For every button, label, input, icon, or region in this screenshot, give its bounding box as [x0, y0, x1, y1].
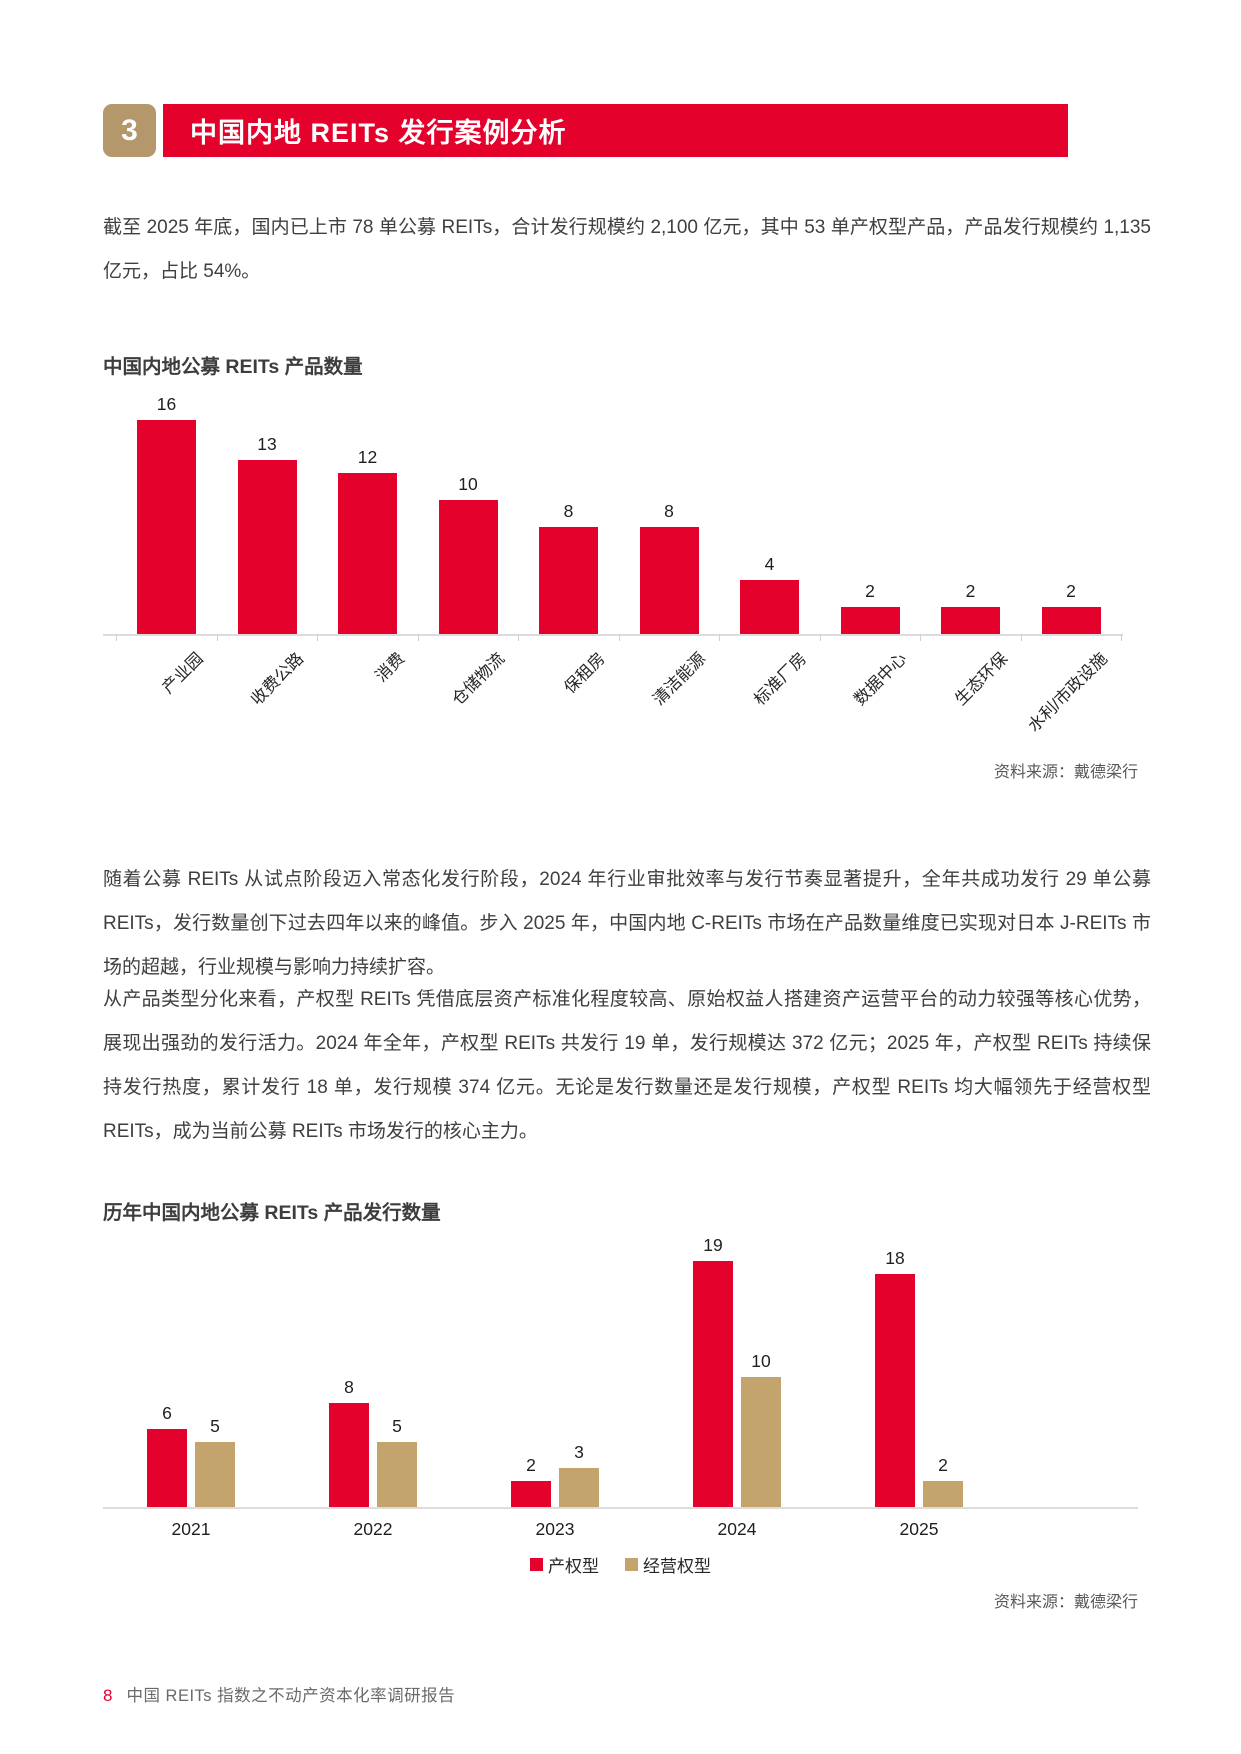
bar-value-label: 3: [574, 1442, 584, 1462]
paragraph-issuance-pace: 随着公募 REITs 从试点阶段迈入常态化发行阶段，2024 年行业审批效率与发…: [103, 869, 1151, 978]
bar-value-label: 5: [392, 1416, 402, 1436]
chart-yearly-issuance: 6 8 2 19 18 5 5 3 10 2 2021 2022 2023 2024 2025: [103, 1228, 1138, 1543]
chart1-source: 资料来源：戴德梁行: [993, 764, 1138, 781]
bar-产权型-2021: [147, 1429, 187, 1507]
bar-保租房: [539, 527, 598, 634]
axis-tick: [819, 634, 821, 641]
bar-水利/市政设施: [1041, 607, 1101, 634]
chart2-source: 资料来源：戴德梁行: [993, 1594, 1138, 1611]
bar-value-label: 16: [156, 394, 177, 414]
chart2-title: 历年中国内地公募 REITs 产品发行数量: [103, 1202, 441, 1224]
bar-value-label: 2: [526, 1455, 536, 1475]
bar-value-label: 18: [885, 1248, 905, 1268]
legend-label: 产权型: [548, 1557, 599, 1576]
bar-经营权型-2021: [195, 1442, 235, 1507]
bar-消费: [338, 473, 397, 634]
page-footer: 8 中国 REITs 指数之不动产资本化率调研报告: [103, 1682, 455, 1706]
legend-item: 经营权型: [625, 1552, 711, 1577]
section-title: 中国内地 REITs 发行案例分析: [190, 118, 567, 148]
section-header: 3 中国内地 REITs 发行案例分析: [103, 104, 1068, 157]
x-axis-label-text: 水利/市政设施: [1025, 649, 1112, 736]
chart-product-count: 16 产业园 13 收费公路 12 消费 10 仓储物流 8 保租房 8 清洁能源 4 标准厂房 2 数据中心…: [103, 385, 1138, 736]
x-axis-label-text: 生态环保: [951, 649, 1011, 709]
bar-经营权型-2022: [377, 1442, 417, 1507]
bar-清洁能源: [639, 527, 699, 634]
bar-仓储物流: [438, 500, 498, 634]
x-axis: [103, 1507, 1138, 1509]
bar-value-label: 2: [865, 581, 875, 601]
footer-title: 中国 REITs 指数之不动产资本化率调研报告: [126, 1687, 456, 1705]
legend-swatch: [625, 1558, 638, 1571]
axis-tick: [1121, 634, 1122, 641]
section-number-badge: 3: [103, 104, 156, 157]
bar-经营权型-2023: [559, 1468, 599, 1507]
bar-产权型-2024: [693, 1261, 733, 1507]
page-number: 8: [103, 1686, 113, 1705]
chart2-legend: 产权型 经营权型: [103, 1552, 1138, 1577]
axis-tick: [719, 634, 720, 641]
intro-paragraph: 截至 2025 年底，国内已上市 78 单公募 REITs，合计发行规模约 2,…: [103, 217, 1151, 282]
x-axis-label: 2022: [353, 1519, 393, 1539]
bar-value-label: 8: [344, 1377, 354, 1397]
x-axis-label: 2024: [717, 1519, 757, 1539]
bar-经营权型-2024: [741, 1377, 781, 1507]
x-axis: [103, 634, 1123, 636]
bar-value-label: 10: [751, 1351, 771, 1371]
x-axis-label: 2025: [899, 1519, 939, 1539]
bar-value-label: 19: [703, 1235, 723, 1255]
x-axis-label-text: 产业园: [159, 649, 207, 698]
x-axis-label: 2021: [171, 1519, 211, 1539]
bar-value-label: 2: [1066, 581, 1076, 601]
x-axis-label-text: 仓储物流: [448, 649, 509, 709]
axis-tick: [1020, 634, 1022, 641]
chart1-title: 中国内地公募 REITs 产品数量: [103, 356, 363, 378]
x-axis-label-text: 保租房: [561, 649, 609, 698]
bar-value-label: 2: [938, 1455, 948, 1475]
bar-标准厂房: [740, 580, 799, 634]
bar-value-label: 6: [162, 1403, 172, 1423]
bar-产权型-2023: [511, 1481, 551, 1507]
axis-tick: [116, 634, 117, 641]
x-axis-label-text: 收费公路: [247, 649, 308, 709]
axis-tick: [518, 634, 519, 641]
bar-value-label: 10: [458, 474, 478, 494]
x-axis-label: 2023: [535, 1519, 575, 1539]
bar-value-label: 13: [257, 434, 277, 454]
bar-value-label: 8: [563, 501, 574, 521]
bar-经营权型-2025: [923, 1481, 963, 1507]
bar-value-label: 2: [965, 581, 976, 601]
axis-tick: [618, 634, 620, 641]
legend-swatch: [530, 1558, 543, 1571]
axis-tick: [216, 634, 218, 641]
legend-label: 经营权型: [643, 1557, 711, 1576]
axis-tick: [920, 634, 921, 641]
bar-产业园: [137, 420, 196, 634]
bar-生态环保: [941, 607, 1000, 634]
bar-产权型-2022: [329, 1403, 369, 1507]
x-axis-label-text: 标准厂房: [750, 649, 810, 709]
section-number: 3: [121, 113, 138, 147]
section-title-bar: 中国内地 REITs 发行案例分析: [163, 104, 1068, 157]
x-axis-label-text: 数据中心: [850, 649, 911, 709]
axis-tick: [417, 634, 419, 641]
bar-value-label: 5: [210, 1416, 220, 1436]
bar-数据中心: [840, 607, 900, 634]
bar-value-label: 8: [664, 501, 674, 521]
axis-tick: [317, 634, 318, 641]
bar-产权型-2025: [875, 1274, 915, 1507]
bar-value-label: 12: [357, 447, 378, 467]
bar-收费公路: [237, 460, 297, 634]
paragraph-product-type: 从产品类型分化来看，产权型 REITs 凭借底层资产标准化程度较高、原始权益人搭…: [103, 989, 1151, 1142]
bar-value-label: 4: [764, 554, 775, 574]
legend-item: 产权型: [530, 1552, 599, 1577]
x-axis-label-text: 清洁能源: [649, 649, 710, 709]
x-axis-label-text: 消费: [371, 649, 408, 686]
